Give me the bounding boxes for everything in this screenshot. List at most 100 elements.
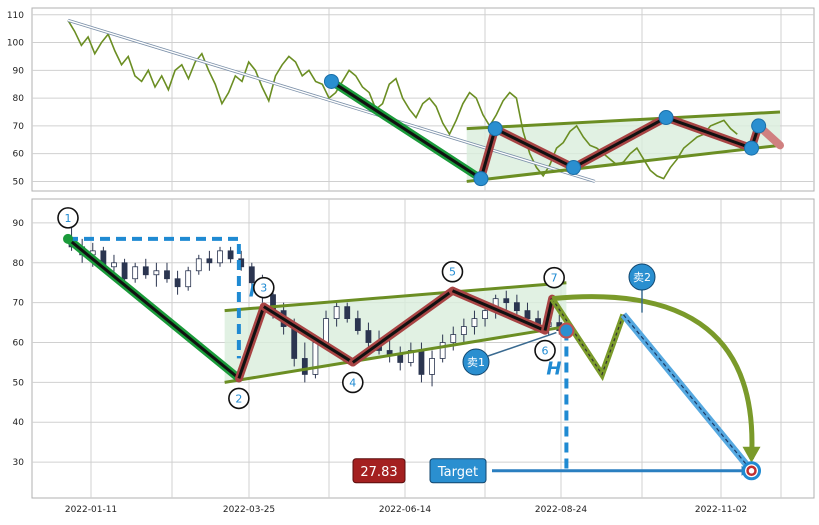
candle-body xyxy=(174,278,181,288)
pattern-point-label: 6 xyxy=(542,345,549,358)
top-pattern-point xyxy=(473,171,489,187)
candle-body xyxy=(185,270,192,288)
sell-2-text: 卖2 xyxy=(633,271,651,284)
x-tick-label: 2022-03-25 xyxy=(223,505,275,515)
top-price-line xyxy=(67,19,738,180)
target-ring-inner xyxy=(746,465,757,477)
pattern-point-label: 7 xyxy=(551,272,558,285)
candle-body xyxy=(111,262,117,268)
target-value-box xyxy=(352,458,406,484)
pattern-point-label: 3 xyxy=(260,282,267,295)
bottom-pattern-leg-inner xyxy=(543,298,554,331)
pattern-point-marker xyxy=(341,371,364,394)
projection-drop-dash xyxy=(622,314,752,472)
bottom-pattern-leg-inner xyxy=(237,306,266,379)
candle-body xyxy=(354,318,361,331)
candle-body xyxy=(164,270,170,280)
pattern-point-label: 4 xyxy=(349,376,356,389)
top-y-tick-label: 100 xyxy=(7,39,24,49)
candle xyxy=(365,322,372,347)
pattern-point-marker xyxy=(543,266,565,289)
top-pattern-point xyxy=(323,73,339,89)
curved-arrow-head xyxy=(742,446,761,463)
top-panel-frame xyxy=(31,7,815,192)
candle xyxy=(164,262,170,283)
x-tick-label: 2022-11-02 xyxy=(695,505,747,515)
sell-2-badge xyxy=(628,263,656,291)
pattern-point-marker xyxy=(441,260,464,283)
top-y-tick-label: 110 xyxy=(7,11,24,21)
candle-body xyxy=(333,306,340,320)
top-y-tick-label: 90 xyxy=(13,66,25,76)
candle xyxy=(217,246,223,267)
candle-body xyxy=(195,258,202,272)
candle-body xyxy=(344,306,351,320)
candle-body xyxy=(450,334,457,343)
bottom-pattern-leg-inner xyxy=(67,237,240,380)
candle xyxy=(174,270,181,295)
right-height-label: H xyxy=(546,359,561,380)
top-pattern-leg-inner xyxy=(494,127,575,169)
candle-body xyxy=(418,350,425,375)
top-y-tick-label: 70 xyxy=(13,122,25,132)
x-tick-label: 2022-06-14 xyxy=(379,505,432,515)
pattern-start-dot xyxy=(63,233,73,244)
pattern-point-marker xyxy=(228,387,250,410)
candle-body xyxy=(206,258,213,264)
candle-body xyxy=(312,342,319,375)
candle xyxy=(471,310,478,335)
candle xyxy=(354,310,361,335)
bottom-channel-upper xyxy=(224,281,567,313)
candle xyxy=(185,266,192,291)
bottom-y-tick-label: 40 xyxy=(13,418,25,428)
candle xyxy=(460,318,467,343)
top-channel-lower xyxy=(466,143,781,183)
top-channel-upper xyxy=(466,110,781,131)
breakout-point xyxy=(558,322,575,339)
target-label-text: Target xyxy=(437,465,478,480)
sell-1-text: 卖1 xyxy=(467,356,485,369)
candle-body xyxy=(132,266,139,280)
candle-body xyxy=(460,326,467,335)
top-pattern-point xyxy=(658,110,674,126)
candle-body xyxy=(513,302,520,312)
candle xyxy=(503,290,510,311)
top-y-tick-label: 60 xyxy=(13,150,25,160)
top-pattern-point xyxy=(566,160,582,176)
candle-body xyxy=(153,270,160,276)
candle xyxy=(333,302,340,327)
candle xyxy=(248,262,255,287)
top-y-tick-label: 80 xyxy=(13,94,25,104)
bottom-pattern-leg-inner xyxy=(451,289,546,332)
sell-1-pointer xyxy=(487,331,557,357)
bottom-pattern-leg-inner xyxy=(263,305,354,364)
bottom-y-tick-label: 70 xyxy=(13,299,25,309)
candle-body xyxy=(217,250,223,264)
candle-body xyxy=(503,298,510,304)
candle-body xyxy=(365,330,372,343)
sell-1-badge xyxy=(462,348,490,376)
candle-body xyxy=(121,262,128,280)
candle xyxy=(227,246,234,263)
candle xyxy=(513,294,520,315)
top-trend-arrow xyxy=(67,19,596,183)
top-pattern-leg-inner xyxy=(479,128,497,180)
target-label-box xyxy=(429,458,487,484)
bottom-y-tick-label: 90 xyxy=(13,219,25,229)
candle-body xyxy=(142,266,149,276)
target-value-text: 27.83 xyxy=(360,465,397,480)
top-pattern-leg-inner xyxy=(665,116,753,150)
top-pattern-point xyxy=(744,140,760,156)
pattern-point-label: 2 xyxy=(235,392,242,405)
top-pattern-leg-inner xyxy=(330,80,482,180)
bottom-pattern-leg-inner xyxy=(351,289,454,364)
bottom-channel-lower xyxy=(224,325,567,384)
pattern-point-label: 5 xyxy=(449,266,456,279)
candle xyxy=(121,258,128,283)
candle-body xyxy=(227,250,234,260)
candle xyxy=(439,334,446,363)
candle-body xyxy=(439,342,446,359)
curved-target-arrow xyxy=(551,294,755,459)
